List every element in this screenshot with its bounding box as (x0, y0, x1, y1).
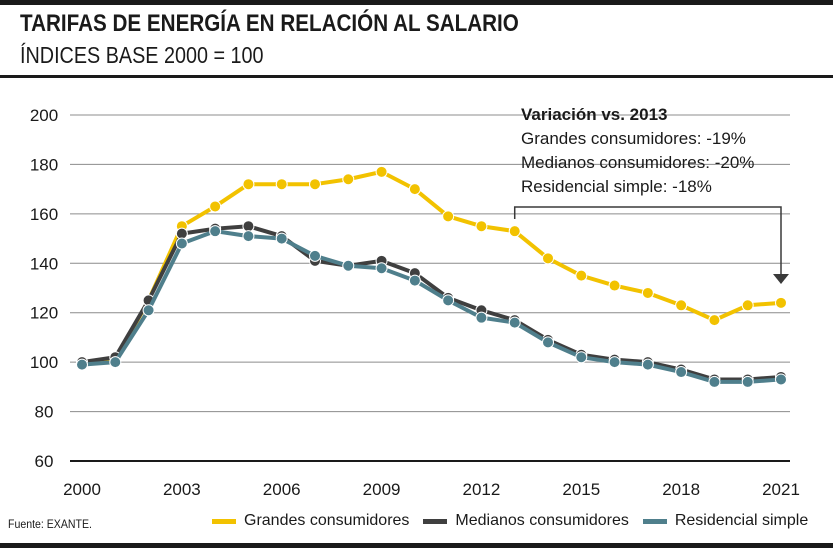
legend-item-grandes: Grandes consumidores (212, 512, 409, 530)
point-residencial-2020 (741, 375, 754, 388)
point-grandes-2011 (442, 210, 455, 223)
point-residencial-2005 (242, 230, 255, 243)
legend-label-grandes: Grandes consumidores (244, 512, 410, 529)
point-residencial-2004 (209, 225, 222, 238)
x-tick-label-2015: 2015 (562, 480, 600, 499)
point-grandes-2004 (209, 200, 222, 213)
legend-label-residencial: Residencial simple (674, 512, 809, 529)
point-residencial-2010 (408, 274, 421, 287)
annotation-title: Variación vs. 2013 (521, 105, 668, 124)
point-grandes-2009 (375, 165, 388, 178)
x-tick-label-2018: 2018 (662, 480, 700, 499)
point-grandes-2017 (641, 286, 654, 299)
point-residencial-2014 (542, 336, 554, 349)
y-tick-label-140: 140 (30, 254, 58, 273)
x-tick-label-2021: 2021 (762, 480, 800, 499)
point-grandes-2005 (242, 178, 255, 191)
point-residencial-2000 (76, 358, 88, 371)
legend-label-medianos: Medianos consumidores (455, 512, 629, 529)
annotation-line-2: Medianos consumidores: -20% (521, 153, 754, 172)
point-grandes-2010 (408, 183, 421, 196)
point-grandes-2019 (708, 314, 721, 327)
annotation-line-3: Residencial simple: -18% (521, 177, 712, 196)
point-residencial-2008 (342, 259, 355, 272)
annotation-bracket (513, 206, 782, 274)
source-note: Fuente: EXANTE. (8, 517, 92, 531)
point-grandes-2015 (575, 269, 588, 282)
x-tick-label-2000: 2000 (63, 480, 101, 499)
chart-title: TARIFAS DE ENERGÍA EN RELACIÓN AL SALARI… (20, 10, 519, 37)
point-residencial-2009 (375, 262, 388, 275)
legend-item-medianos: Medianos consumidores (423, 512, 629, 530)
x-tick-label-2009: 2009 (363, 480, 401, 499)
legend-item-residencial: Residencial simple (642, 512, 809, 530)
y-tick-label-80: 80 (35, 403, 54, 422)
legend-swatch-residencial (642, 518, 667, 524)
point-residencial-2003 (175, 237, 188, 250)
legend: Grandes consumidores Medianos consumidor… (212, 512, 822, 530)
point-grandes-2020 (741, 299, 754, 312)
series-line-medianos (80, 224, 783, 382)
point-residencial-2013 (508, 316, 521, 329)
point-residencial-2012 (475, 311, 488, 324)
point-grandes-2014 (542, 252, 554, 265)
point-grandes-2008 (342, 173, 355, 186)
x-tick-label-2003: 2003 (163, 480, 201, 499)
point-residencial-2015 (575, 351, 588, 364)
point-grandes-2021 (775, 296, 787, 309)
annotation-arrowhead (773, 274, 789, 284)
series-line-residencial (80, 229, 783, 384)
point-residencial-2007 (309, 249, 321, 262)
series-line-grandes (80, 169, 783, 367)
point-residencial-2002 (142, 304, 155, 317)
point-grandes-2016 (608, 279, 621, 292)
point-residencial-2016 (608, 356, 621, 369)
point-grandes-2006 (275, 178, 288, 191)
y-tick-label-180: 180 (30, 155, 58, 174)
y-tick-label-200: 200 (30, 106, 58, 125)
x-tick-label-2006: 2006 (263, 480, 301, 499)
x-tick-label-2012: 2012 (463, 480, 501, 499)
point-residencial-2018 (675, 366, 688, 379)
annotation-line-1: Grandes consumidores: -19% (521, 129, 746, 148)
point-medianos-2005 (242, 220, 255, 233)
y-tick-label-100: 100 (30, 353, 58, 372)
header-divider (0, 75, 833, 78)
point-grandes-2012 (475, 220, 488, 233)
point-residencial-2021 (775, 373, 787, 386)
legend-swatch-medianos (423, 518, 448, 524)
point-residencial-2001 (109, 356, 122, 369)
point-grandes-2013 (508, 225, 521, 238)
point-grandes-2007 (309, 178, 321, 191)
top-bar (0, 0, 833, 5)
point-grandes-2018 (675, 299, 688, 312)
y-tick-label-160: 160 (30, 205, 58, 224)
point-residencial-2017 (641, 358, 654, 371)
y-tick-label-120: 120 (30, 304, 58, 323)
legend-swatch-grandes (212, 518, 236, 524)
bottom-bar (0, 543, 833, 548)
point-residencial-2019 (708, 375, 721, 388)
point-residencial-2006 (275, 232, 288, 245)
point-residencial-2011 (442, 294, 455, 307)
point-medianos-2003 (175, 227, 188, 240)
y-tick-label-60: 60 (35, 452, 54, 471)
chart-subtitle: ÍNDICES BASE 2000 = 100 (20, 42, 264, 68)
